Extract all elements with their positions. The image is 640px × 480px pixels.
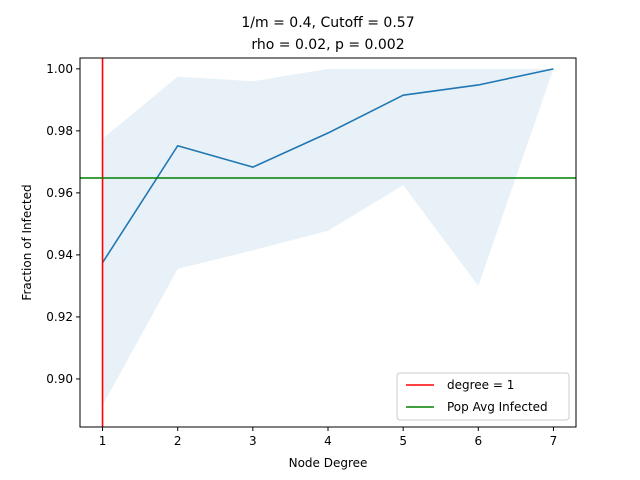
y-tick-label: 0.94 — [46, 248, 73, 262]
y-axis-label: Fraction of Infected — [20, 184, 34, 300]
chart-title-line-2: rho = 0.02, p = 0.002 — [251, 37, 404, 53]
x-tick-label: 2 — [174, 434, 182, 448]
x-axis-label: Node Degree — [289, 456, 368, 470]
reference-line-layer — [80, 58, 576, 427]
y-axis-ticks: 0.90 0.92 0.94 0.96 0.98 1.00 — [46, 62, 80, 386]
x-tick-label: 7 — [550, 434, 558, 448]
legend-label: Pop Avg Infected — [447, 400, 548, 414]
series-line-layer — [101, 68, 554, 264]
y-tick-label: 0.98 — [46, 124, 73, 138]
y-tick-label: 0.96 — [46, 186, 73, 200]
legend-label: degree = 1 — [447, 378, 514, 392]
confidence-band — [102, 68, 554, 406]
y-tick-label: 1.00 — [46, 62, 73, 76]
x-tick-label: 1 — [99, 434, 107, 448]
y-tick-label: 0.92 — [46, 310, 73, 324]
x-tick-label: 6 — [474, 434, 482, 448]
y-tick-label: 0.90 — [46, 372, 73, 386]
x-axis-ticks: 1 2 3 4 5 6 7 — [99, 427, 558, 448]
chart-title-line-1: 1/m = 0.4, Cutoff = 0.57 — [241, 15, 414, 31]
x-tick-label: 3 — [249, 434, 257, 448]
confidence-band-layer — [102, 68, 554, 406]
x-tick-label: 4 — [324, 434, 332, 448]
x-tick-label: 5 — [399, 434, 407, 448]
legend: degree = 1 Pop Avg Infected — [396, 372, 570, 421]
legend-box — [396, 372, 570, 421]
